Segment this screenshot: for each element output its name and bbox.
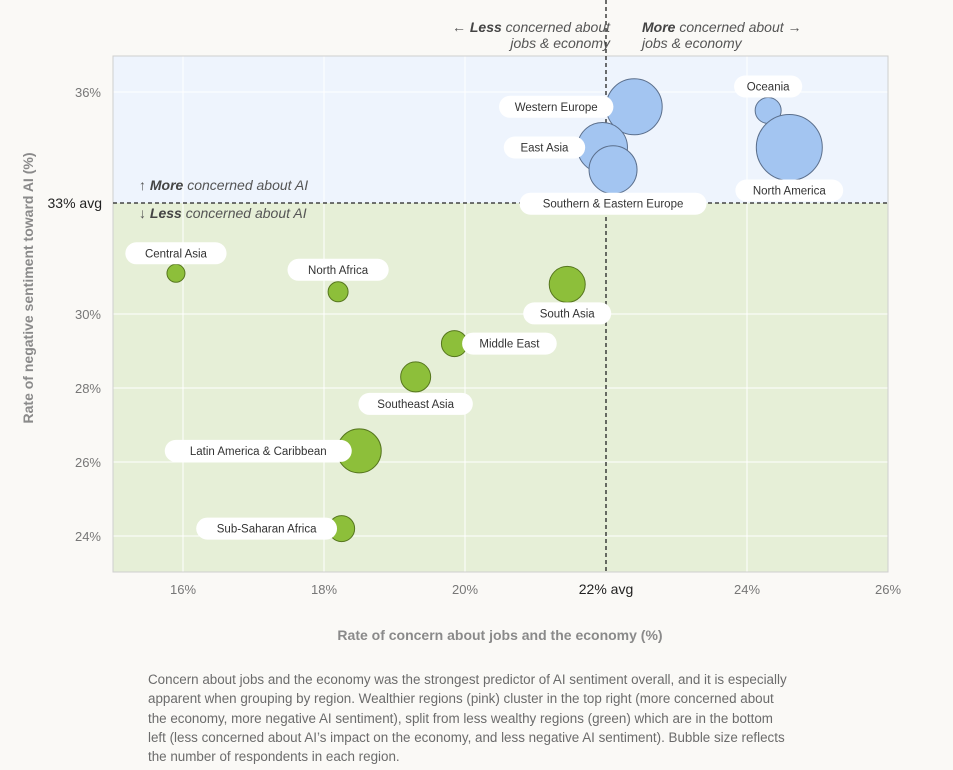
- note-right-line1: More concerned about →: [642, 19, 802, 35]
- y-avg-label: 33% avg: [48, 195, 102, 211]
- x-tick-label: 20%: [452, 582, 478, 597]
- bubble-label-bg: [503, 136, 586, 159]
- bubble-label-bg: [735, 179, 844, 202]
- bubble-label: Sub-Saharan Africa: [217, 524, 317, 536]
- bubble-label-bg: [519, 192, 707, 215]
- bubble-south-asia: [548, 265, 586, 303]
- chart-caption: Concern about jobs and the economy was t…: [148, 672, 787, 765]
- bubble-label-bg: [164, 439, 352, 462]
- bubble-southeast-asia: [400, 361, 432, 393]
- bubble-central-asia: [166, 263, 186, 283]
- bubble-label-bg: [734, 75, 803, 98]
- bubble-label: Central Asia: [145, 248, 208, 260]
- x-tick-label: 26%: [875, 582, 901, 597]
- x-tick-label: 24%: [734, 582, 760, 597]
- bubble-label: North America: [753, 186, 826, 198]
- y-tick-label: 26%: [75, 455, 101, 470]
- bubble-label-bg: [523, 302, 612, 325]
- bubble-label-bg: [358, 392, 473, 415]
- x-tick-label: 16%: [170, 582, 196, 597]
- note-down: ↓ Less concerned about AI: [139, 205, 307, 221]
- bubble-north-africa: [327, 281, 349, 303]
- y-axis-title: Rate of negative sentiment toward AI (%): [20, 153, 36, 424]
- bubble-label: Southern & Eastern Europe: [543, 199, 684, 211]
- bubble-label: Western Europe: [515, 102, 598, 114]
- bubble-north-america: [755, 114, 823, 181]
- note-up: ↑ More concerned about AI: [139, 177, 308, 193]
- bubble-label: Middle East: [479, 339, 540, 351]
- bubble-chart: 24% 26% 28% 30% 33% avg 36% 16% 18% 20% 22% avg 24…: [20, 0, 901, 643]
- bubble-label-bg: [499, 95, 614, 118]
- bubble-southern-eastern-europe: [588, 145, 638, 195]
- bubble-label: Southeast Asia: [377, 399, 454, 411]
- plot-frame: [112, 55, 889, 573]
- y-tick-label: 30%: [75, 307, 101, 322]
- bubble-label: Oceania: [747, 82, 790, 94]
- bubble-label: North Africa: [308, 265, 369, 277]
- note-right-line2: jobs & economy: [640, 35, 743, 51]
- note-left-line1: ← Less concerned about: [452, 19, 611, 35]
- bubble-label: Latin America & Caribbean: [190, 446, 327, 458]
- bubble-label: East Asia: [520, 143, 569, 155]
- note-left-line2: jobs & economy: [508, 35, 611, 51]
- x-tick-label: 18%: [311, 582, 337, 597]
- bubble-label-bg: [125, 242, 227, 265]
- y-tick-label: 28%: [75, 381, 101, 396]
- bubble-label: South Asia: [540, 308, 596, 320]
- x-avg-label: 22% avg: [579, 581, 633, 597]
- bubble-label-bg: [196, 517, 338, 540]
- x-axis-title: Rate of concern about jobs and the econo…: [337, 627, 662, 643]
- bubble-label-bg: [287, 258, 389, 281]
- y-tick-label: 24%: [75, 529, 101, 544]
- y-tick-label: 36%: [75, 85, 101, 100]
- bubble-label-bg: [462, 332, 557, 355]
